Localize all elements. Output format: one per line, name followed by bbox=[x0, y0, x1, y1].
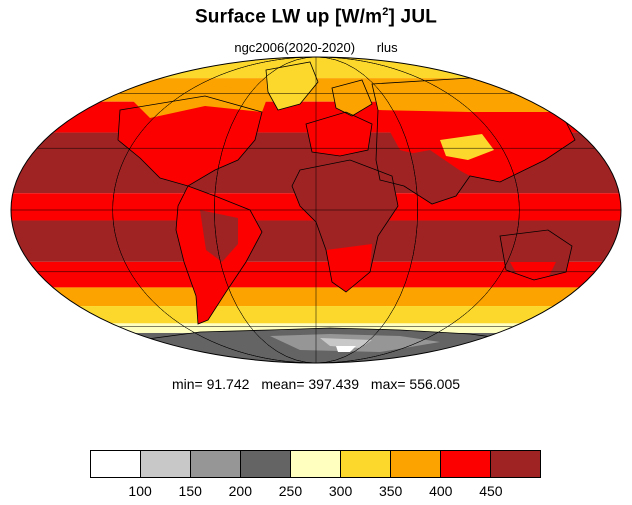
colorbar-ticks: 100 150 200 250 300 350 400 450 bbox=[90, 483, 541, 501]
europe bbox=[306, 112, 372, 156]
india-arabia bbox=[376, 150, 468, 204]
colorbar-box-7 bbox=[441, 451, 491, 477]
colorbar-tick-label: 350 bbox=[378, 483, 403, 499]
colorbar-box-3 bbox=[241, 451, 291, 477]
antarctica-cold bbox=[336, 346, 356, 352]
colorbar-tick-label: 400 bbox=[429, 483, 453, 499]
stat-min: min= 91.742 bbox=[171, 376, 250, 392]
chart-title: Surface LW up [W/m2] JUL bbox=[194, 6, 438, 28]
africa bbox=[292, 160, 398, 292]
canada-orange bbox=[130, 84, 268, 118]
north-america-red bbox=[118, 96, 262, 186]
colorbar-tick-label: 100 bbox=[128, 483, 152, 499]
tibet bbox=[440, 134, 494, 160]
greenland bbox=[266, 62, 318, 110]
colorbar-box-1 bbox=[141, 451, 191, 477]
colorbar-box-0 bbox=[91, 451, 141, 477]
stat-max: max= 556.005 bbox=[370, 376, 461, 392]
scandinavia bbox=[332, 80, 372, 116]
colorbar-box-4 bbox=[291, 451, 341, 477]
colorbar-box-6 bbox=[391, 451, 441, 477]
meridian-line bbox=[214, 57, 418, 363]
colorbar-box-8 bbox=[491, 451, 540, 477]
chart-subtitle: ngc2006(2020-2020) rlus bbox=[0, 40, 632, 55]
colorbar bbox=[90, 450, 541, 478]
colorbar-tick-label: 200 bbox=[228, 483, 253, 499]
variable-label: rlus bbox=[376, 40, 398, 55]
stats-line: min= 91.742 mean= 397.439 max= 556.005 bbox=[0, 376, 632, 392]
colorbar-tick-label: 300 bbox=[328, 483, 353, 499]
stat-mean: mean= 397.439 bbox=[261, 376, 360, 392]
meridian-line bbox=[112, 57, 520, 363]
globe-outline bbox=[10, 56, 622, 364]
colorbar-tick-label: 450 bbox=[479, 483, 503, 499]
run-label: ngc2006(2020-2020) bbox=[234, 40, 356, 55]
south-africa bbox=[326, 244, 372, 292]
antarctica-core bbox=[320, 338, 372, 348]
colorbar-box-2 bbox=[191, 451, 241, 477]
colorbar-box-5 bbox=[341, 451, 391, 477]
world-map bbox=[10, 56, 622, 364]
south-america-core bbox=[200, 210, 238, 262]
colorbar-tick-label: 150 bbox=[178, 483, 202, 499]
colorbar-tick-label: 250 bbox=[278, 483, 303, 499]
